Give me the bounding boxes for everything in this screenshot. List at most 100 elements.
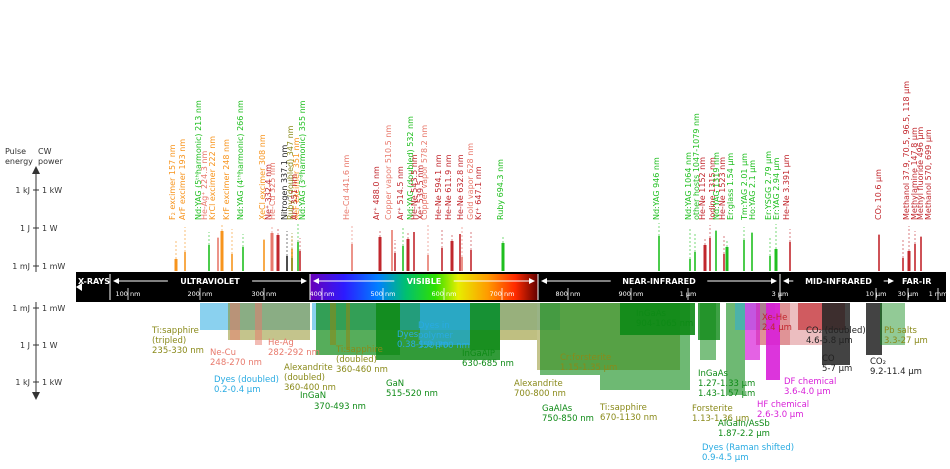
laser-label-5: KrF excimer 248 nm [222,139,231,220]
region-arrowhead-left [783,278,789,284]
range-label-line: InGaN [300,391,326,401]
upper-cw-3: 1 mW [42,262,65,271]
laser-label-24: He-Ne 611.9 nm [444,154,453,220]
laser-label-28: Ruby 694.3 nm [496,159,505,220]
laser-label-35: He-Ne 1523 nm [718,157,727,220]
lower-cw-2: 1 W [42,341,58,350]
range-label-line: 3.6-4.0 µm [784,387,831,397]
range-label-line: 5-7 µm [822,364,852,374]
range-label-20: Dyes (Raman shifted)0.9-4.5 µm [702,443,794,463]
laser-label-21: Xe⁺ 539.5 nm [416,165,425,220]
laser-range-bar-27 [880,303,905,345]
upper-pulse-1: 1 kJ [15,186,30,195]
band-region-label: VISIBLE [407,277,442,286]
range-label-3: Dyes (doubled)0.2-0.4 µm [214,375,279,395]
range-label-5: Alexandrite(doubled)360-400 nm [284,363,336,393]
laser-range-bar-22 [766,303,780,380]
band-tick-3: 400 nm [310,288,335,300]
range-label-line: polymer [418,331,453,341]
range-label-line: GaN [386,379,404,389]
upper-tick-1k: 1 kJ 1 kW [15,186,62,195]
range-label-line: 750-850 nm [542,414,594,424]
range-label-0: Ti:sapphire(tripled)235-330 nm [151,326,204,356]
lower-axis-arrow [32,392,40,400]
band-regions: X-RAYS ULTRAVIOLET VISIBLE NEAR-INFRARED MID… [76,274,931,300]
laser-label-41: He-Ne 3.391 µm [782,154,791,220]
range-label-line: 3.3-27 µm [884,336,928,346]
band-region-5: FAR-IR [902,277,931,286]
range-label-6: 370-493 nm [314,402,366,412]
range-label-line: Pb salts [884,326,918,336]
laser-label-16: Ar⁺ 488.0 nm [372,166,381,220]
range-label-line: 904-1065 nm [636,319,693,329]
region-arrowhead-right [529,278,535,284]
laser-label-14: Ar⁺ 351 nm [290,174,299,220]
tick-label: 1 mm [929,290,948,298]
tick-label: 300 nm [252,290,277,298]
laser-label-3: He-Ag⁺ 224.3 nm [200,151,209,220]
upper-axis-arrow [32,166,40,174]
laser-label-42: CO₂ 10.6 µm [874,169,883,220]
cw-axis-title-1: CW [38,147,52,156]
region-arrowhead-left [541,278,547,284]
laser-range-bar-10 [420,303,470,345]
range-label-line: 630-685 nm [462,359,514,369]
range-label-line: DF chemical [784,377,836,387]
range-label-line: Dyes in [418,321,450,331]
laser-label-1: ArF excimer 193 nm [178,139,187,220]
tick-label: 500 nm [371,290,396,298]
laser-range-bar-12 [500,303,537,340]
range-label-21: Xe-He2.4 µm [762,313,792,333]
laser-label-2: Nd:YAG (5ᵗʰharmonic) 213 nm [194,100,203,220]
range-label-line: Ti:sapphire [151,326,199,336]
laser-label-8: He-Cd 325 nm [268,162,277,220]
range-label-line: 360-460 nm [336,365,388,375]
range-label-line: Ti:sapphire [335,345,383,355]
laser-label-26: Gold vapor 628 nm [466,143,475,220]
laser-range-bar-23 [745,303,760,360]
laser-label-40: Er:YAG 2.94 µm [772,157,781,220]
band-region-label: NEAR-INFRARED [622,277,696,286]
range-label-line: 0.9-4.5 µm [702,453,749,463]
lower-pulse-1: 1 mJ [12,304,30,313]
region-arrowhead-left [113,278,119,284]
range-label-line: 550-700 nm [418,341,470,351]
upper-cw-1: 1 kW [42,186,62,195]
range-label-25: CO5-7 µm [822,354,852,374]
laser-label-7: XeCl excimer 308 nm [258,134,267,220]
range-label-line: Alexandrite [514,379,563,389]
tick-label: 400 nm [310,290,335,298]
range-label-line: (tripled) [152,336,186,346]
laser-range-bar-1 [228,303,310,340]
laser-label-4: KrCl excimer 222 nm [208,136,217,220]
laser-label-17: Copper vapor 510.5 nm [384,125,393,220]
range-label-line: 2.6-3.0 µm [757,410,804,420]
bottom-bars-layer [200,303,905,395]
laser-label-11: Nd:YAG (3ʳᵈharmonic) 355 nm [298,100,307,220]
tick-label: 600 nm [432,290,457,298]
tick-label: 800 nm [556,290,581,298]
band-region-label: ULTRAVIOLET [180,277,240,286]
tick-label: 10 µm [866,290,887,298]
range-label-line: (doubled) [336,355,377,365]
tick-label: 900 nm [619,290,644,298]
upper-tick-1mj: 1 mJ 1 mW [12,262,65,271]
top-labels-layer: F₂ excimer 157 nm ArF excimer 193 nm Nd:YA… [168,81,933,221]
laser-label-37: Tm:YAG 2.01 µm [740,153,749,221]
tick-label: 1 µm [680,290,697,298]
laser-label-29: Nd:YAG 946 nm [652,157,661,220]
range-label-line: 0.2-0.4 µm [214,385,261,395]
laser-label-44: Methylamine 147.8 µm [910,127,919,220]
laser-label-10: XeF excimer 351 nm [292,137,301,220]
laser-label-13: Ruby (doubled) 347 nm [286,125,295,220]
